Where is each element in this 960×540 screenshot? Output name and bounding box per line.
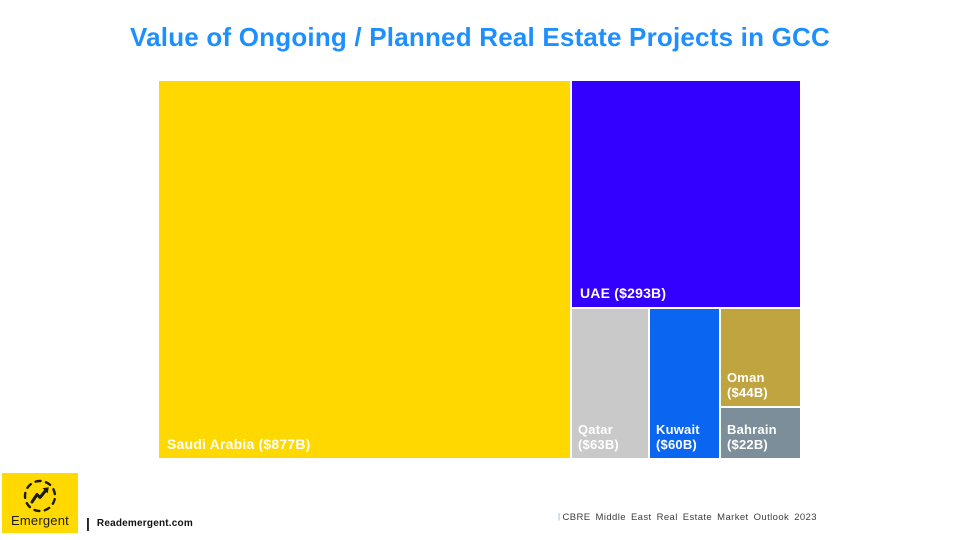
treemap-block-uae: UAE ($293B) bbox=[572, 81, 800, 307]
site-credit: | Reademergent.com bbox=[86, 515, 193, 531]
treemap-label-uae: UAE ($293B) bbox=[580, 284, 667, 301]
site-url-text: Reademergent.com bbox=[96, 517, 193, 529]
treemap-label-saudi-arabia: Saudi Arabia ($877B) bbox=[167, 435, 311, 452]
source-citation: | CBRE Middle East Real Estate Market Out… bbox=[558, 512, 817, 523]
page-title: Value of Ongoing / Planned Real Estate P… bbox=[130, 22, 830, 52]
divider-pipe: | bbox=[86, 515, 90, 531]
treemap-label-oman: Oman ($44B) bbox=[727, 370, 768, 401]
trending-arrow-icon bbox=[23, 479, 57, 513]
emergent-logo: Emergent bbox=[2, 473, 78, 533]
source-footnote-pipe: | bbox=[558, 512, 561, 521]
treemap-label-bahrain: Bahrain ($22B) bbox=[727, 422, 777, 453]
treemap-label-qatar: Qatar ($63B) bbox=[578, 422, 619, 453]
treemap-block-kuwait: Kuwait ($60B) bbox=[650, 309, 719, 458]
treemap-block-qatar: Qatar ($63B) bbox=[572, 309, 648, 458]
treemap-label-kuwait: Kuwait ($60B) bbox=[656, 422, 700, 453]
logo-wordmark: Emergent bbox=[11, 513, 69, 528]
treemap-block-oman: Oman ($44B) bbox=[721, 309, 800, 406]
treemap-block-saudi-arabia: Saudi Arabia ($877B) bbox=[159, 81, 570, 458]
source-text: CBRE Middle East Real Estate Market Outl… bbox=[562, 512, 817, 523]
treemap-block-bahrain: Bahrain ($22B) bbox=[721, 408, 800, 458]
